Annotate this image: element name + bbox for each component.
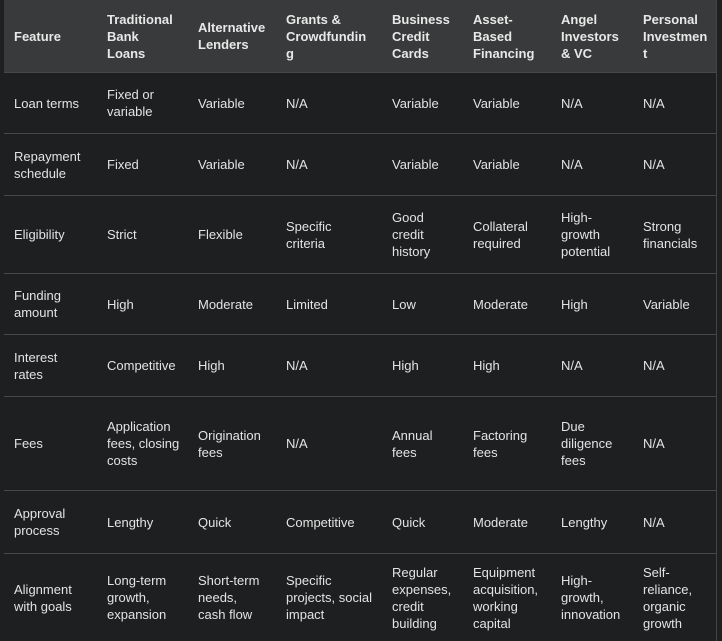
table-cell: N/A <box>633 72 716 134</box>
table-row: Fees Application fees, closing costs Origi… <box>4 396 716 491</box>
table-cell: Specific projects, social impact <box>276 553 382 641</box>
table-row: Repayment schedule Fixed Variable N/A Variab… <box>4 133 716 196</box>
header-cell: Asset-Based Financing <box>463 0 551 73</box>
table-cell: Specific criteria <box>276 195 382 274</box>
table-cell: Short-term needs, cash flow <box>188 553 276 641</box>
header-cell: Traditional Bank Loans <box>97 0 188 73</box>
row-label: Interest rates <box>4 334 97 397</box>
table-cell: Flexible <box>188 195 276 274</box>
header-cell: Personal Investment <box>633 0 716 73</box>
table-cell: High-growth, innovation <box>551 553 633 641</box>
table-cell: N/A <box>276 133 382 196</box>
table-cell: Competitive <box>276 490 382 554</box>
table-cell: N/A <box>633 396 716 491</box>
table-cell: Lengthy <box>97 490 188 554</box>
header-cell: Angel Investors & VC <box>551 0 633 73</box>
table-cell: High <box>188 334 276 397</box>
row-label: Loan terms <box>4 72 97 134</box>
row-label: Approval process <box>4 490 97 554</box>
table-cell: Strict <box>97 195 188 274</box>
table-cell: Variable <box>382 133 463 196</box>
table-cell: Variable <box>188 133 276 196</box>
table-cell: Moderate <box>188 273 276 335</box>
table-cell: Variable <box>463 133 551 196</box>
row-label: Alignment with goals <box>4 553 97 641</box>
table-cell: Competitive <box>97 334 188 397</box>
table-cell: Annual fees <box>382 396 463 491</box>
header-cell: Alternative Lenders <box>188 0 276 73</box>
table-cell: Variable <box>463 72 551 134</box>
table-cell: Limited <box>276 273 382 335</box>
comparison-table: Feature Traditional Bank Loans Alternative… <box>4 0 716 641</box>
table-cell: N/A <box>276 334 382 397</box>
table-cell: N/A <box>633 133 716 196</box>
table-cell: Variable <box>188 72 276 134</box>
table-cell: Variable <box>382 72 463 134</box>
header-cell: Business Credit Cards <box>382 0 463 73</box>
table-cell: N/A <box>633 490 716 554</box>
table-row: Funding amount High Moderate Limited Low Mode… <box>4 273 716 335</box>
table-cell: Long-term growth, expansion <box>97 553 188 641</box>
table-container: Feature Traditional Bank Loans Alternative… <box>4 0 717 641</box>
row-label: Repayment schedule <box>4 133 97 196</box>
table-cell: Regular expenses, credit building <box>382 553 463 641</box>
table-row: Eligibility Strict Flexible Specific criter… <box>4 195 716 274</box>
table-cell: High <box>382 334 463 397</box>
table-cell: Quick <box>188 490 276 554</box>
table-cell: N/A <box>276 396 382 491</box>
table-cell: Self-reliance, organic growth <box>633 553 716 641</box>
table-cell: Strong financials <box>633 195 716 274</box>
table-cell: High-growth potential <box>551 195 633 274</box>
table-cell: Factoring fees <box>463 396 551 491</box>
table-body: Loan terms Fixed or variable Variable N/A Va… <box>4 72 716 641</box>
table-row: Alignment with goals Long-term growth, ex… <box>4 553 716 641</box>
table-cell: Moderate <box>463 490 551 554</box>
table-cell: Low <box>382 273 463 335</box>
table-cell: Origination fees <box>188 396 276 491</box>
table-cell: Lengthy <box>551 490 633 554</box>
table-cell: Fixed <box>97 133 188 196</box>
table-cell: N/A <box>551 133 633 196</box>
table-row: Loan terms Fixed or variable Variable N/A Va… <box>4 72 716 134</box>
row-label: Funding amount <box>4 273 97 335</box>
header-row: Feature Traditional Bank Loans Alternative… <box>4 0 716 73</box>
table-cell: High <box>551 273 633 335</box>
header-cell: Feature <box>4 0 97 73</box>
table-cell: N/A <box>276 72 382 134</box>
header-cell: Grants & Crowdfunding <box>276 0 382 73</box>
row-label: Eligibility <box>4 195 97 274</box>
table-cell: High <box>463 334 551 397</box>
table-cell: Application fees, closing costs <box>97 396 188 491</box>
table-cell: Equipment acquisition, working capital <box>463 553 551 641</box>
table-cell: Due diligence fees <box>551 396 633 491</box>
table-cell: Collateral required <box>463 195 551 274</box>
table-row: Interest rates Competitive High N/A High High… <box>4 334 716 397</box>
table-cell: High <box>97 273 188 335</box>
table-cell: Fixed or variable <box>97 72 188 134</box>
table-cell: Variable <box>633 273 716 335</box>
table-cell: Quick <box>382 490 463 554</box>
table-cell: N/A <box>551 72 633 134</box>
table-cell: N/A <box>633 334 716 397</box>
table-cell: N/A <box>551 334 633 397</box>
table-row: Approval process Lengthy Quick Competitive Q… <box>4 490 716 554</box>
row-label: Fees <box>4 396 97 491</box>
table-cell: Good credit history <box>382 195 463 274</box>
table-cell: Moderate <box>463 273 551 335</box>
